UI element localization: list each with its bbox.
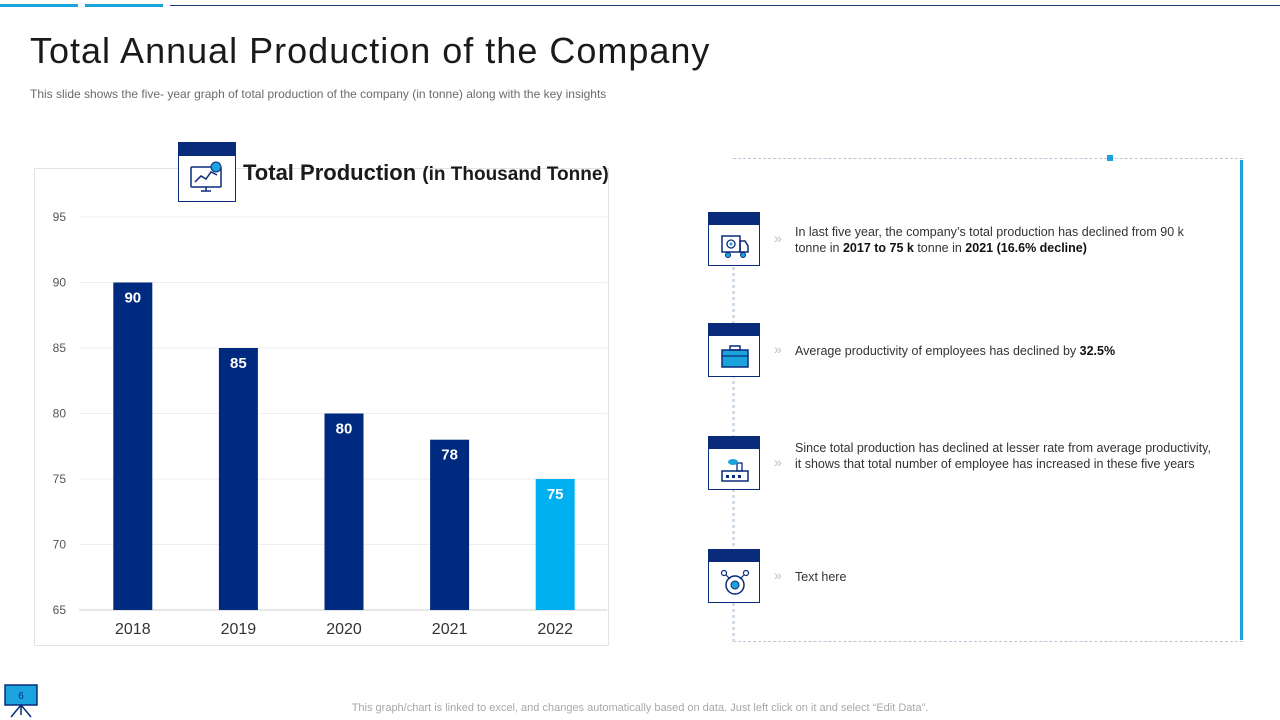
bar-2018[interactable] — [113, 282, 153, 611]
y-tick-label: 65 — [53, 603, 67, 617]
insight-4-segment: Text here — [795, 570, 847, 584]
insight-1-segment: 2017 to 75 k — [842, 241, 914, 255]
insight-4-chevron-icon: » — [774, 567, 782, 583]
page-number-badge: 6 — [3, 684, 39, 720]
insight-3-segment: Since total production has declined at l… — [795, 441, 1211, 471]
chart-heading-main: Total Production — [243, 160, 417, 185]
footer-note: This graph/chart is linked to excel, and… — [351, 702, 929, 714]
bar-2019[interactable] — [218, 348, 258, 610]
insight-3-chevron-icon: » — [774, 454, 782, 470]
icon-cap — [708, 323, 760, 336]
insights-panel — [733, 158, 1243, 642]
chart-monitor-icon — [178, 142, 236, 202]
bar-data-label: 78 — [441, 447, 458, 464]
insight-4-icon-box — [708, 549, 760, 603]
slide-subtitle: This slide shows the five- year graph of… — [30, 87, 607, 101]
target-network-icon — [720, 569, 750, 595]
icon-cap — [708, 212, 760, 225]
top-rule — [170, 5, 1280, 6]
insight-1-icon-box — [708, 212, 760, 266]
bar-data-label: 80 — [336, 421, 353, 438]
slide-title: Total Annual Production of the Company — [30, 30, 711, 71]
bar-chart[interactable]: 65 70 75 80 85 90 95 90 2018 85 2019 80 2020 78 2021 75… — [35, 169, 610, 647]
top-accent-segment-2 — [85, 4, 163, 7]
page-number: 6 — [18, 691, 24, 702]
x-tick-label: 2020 — [326, 621, 362, 638]
x-tick-label: 2019 — [221, 621, 257, 638]
presentation-board-icon: 6 — [4, 684, 38, 718]
y-tick-label: 75 — [53, 472, 67, 486]
y-tick-label: 80 — [53, 407, 67, 421]
top-accent-segment-1 — [0, 4, 78, 7]
y-tick-label: 90 — [53, 276, 67, 290]
chart-frame[interactable]: 65 70 75 80 85 90 95 90 2018 85 2019 80 2020 78 2021 75… — [34, 168, 609, 646]
y-tick-label: 95 — [53, 210, 67, 224]
insight-4-text: Text here — [795, 569, 1215, 585]
monitor-graph-icon — [190, 161, 222, 192]
x-tick-label: 2021 — [432, 621, 468, 638]
chart-heading: Total Production (in Thousand Tonne) — [243, 160, 609, 186]
bar-data-label: 90 — [124, 290, 141, 307]
y-tick-label: 85 — [53, 341, 67, 355]
bar-2022[interactable] — [535, 479, 575, 610]
bar-data-label: 85 — [230, 355, 247, 372]
chart-heading-unit: (in Thousand Tonne) — [422, 164, 609, 185]
briefcase-icon — [721, 345, 749, 368]
bar-2021[interactable] — [430, 439, 470, 610]
icon-cap — [178, 142, 236, 156]
insight-2-text: Average productivity of employees has de… — [795, 343, 1215, 359]
y-tick-label: 70 — [53, 538, 67, 552]
icon-cap — [708, 436, 760, 449]
factory-icon — [721, 459, 749, 482]
insight-1-text: In last five year, the company’s total p… — [795, 224, 1215, 256]
insight-2-segment: 32.5% — [1079, 344, 1116, 358]
insight-2-icon-box — [708, 323, 760, 377]
insight-1-segment: tonne in — [913, 241, 966, 255]
insights-panel-dot — [1107, 155, 1113, 161]
insight-1-segment: In last five year, the company’s total p… — [795, 225, 1184, 255]
insight-3-text: Since total production has declined at l… — [795, 440, 1215, 472]
delivery-truck-gear-icon — [721, 235, 749, 258]
insight-2-chevron-icon: » — [774, 341, 782, 357]
insights-panel-accent — [1240, 160, 1243, 640]
x-tick-label: 2022 — [537, 621, 573, 638]
insight-2-segment: Average productivity of employees has de… — [795, 344, 1080, 358]
bar-2020[interactable] — [324, 413, 364, 611]
x-tick-label: 2018 — [115, 621, 151, 638]
icon-cap — [708, 549, 760, 562]
insight-1-chevron-icon: » — [774, 230, 782, 246]
insight-3-icon-box — [708, 436, 760, 490]
insight-1-segment: 2021 (16.6% decline) — [965, 241, 1087, 255]
bar-data-label: 75 — [547, 486, 564, 503]
